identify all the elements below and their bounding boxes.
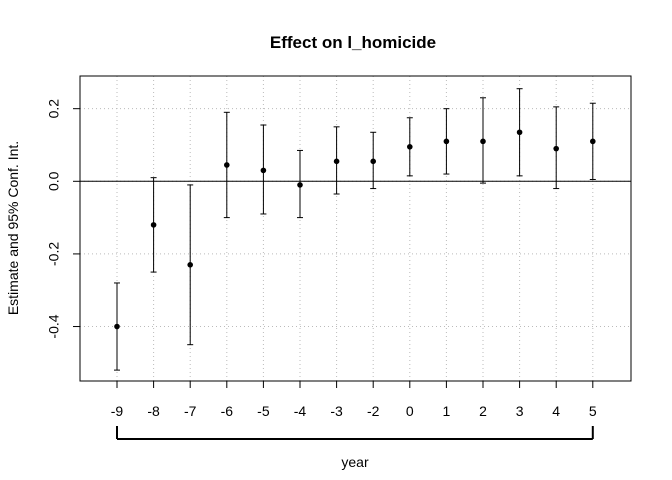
point-estimate (114, 323, 120, 330)
point-estimate (224, 162, 230, 168)
point-estimate (516, 129, 523, 136)
x-tick-label: 1 (443, 403, 451, 419)
x-tick-label: -2 (367, 403, 380, 419)
x-tick-label: 4 (552, 403, 560, 419)
point-estimate (443, 138, 450, 145)
point-estimate (407, 144, 413, 150)
grid (80, 76, 631, 381)
point-estimate (370, 158, 377, 165)
point-estimate (553, 145, 559, 152)
x-tick-label: -5 (257, 403, 270, 419)
x-tick-label: -3 (330, 403, 343, 419)
x-axis: -9 -8 -7 -6 -5 -4 -3 -2 0 1 2 3 4 5 (111, 381, 597, 440)
plot-frame (79, 75, 632, 382)
x-axis-label: year (341, 454, 369, 470)
y-tick-label: -0.2 (46, 242, 62, 266)
points (114, 129, 596, 330)
x-tick-label: 2 (479, 403, 487, 419)
point-estimate (150, 222, 157, 228)
error-bars (114, 88, 596, 371)
y-axis: -0.4 -0.2 0.0 0.2 (46, 99, 80, 339)
y-tick-label: -0.4 (46, 314, 62, 338)
x-tick-label: -9 (111, 403, 124, 419)
point-estimate (260, 167, 267, 174)
point-estimate (333, 158, 340, 165)
x-tick-label: -6 (221, 403, 234, 419)
y-tick-label: 0.0 (46, 171, 62, 191)
point-estimate (590, 138, 596, 145)
x-tick-label: 3 (516, 403, 524, 419)
x-tick-label: -4 (294, 403, 307, 419)
point-estimate (480, 138, 486, 145)
chart-title: Effect on l_homicide (270, 33, 436, 52)
x-tick-label: -8 (147, 403, 160, 419)
point-estimate (187, 262, 193, 268)
x-tick-label: -7 (184, 403, 197, 419)
point-estimate (297, 182, 303, 188)
y-tick-label: 0.2 (46, 99, 62, 119)
x-tick-label: 5 (589, 403, 597, 419)
x-tick-label: 0 (406, 403, 414, 419)
y-axis-label: Estimate and 95% Conf. Int. (5, 141, 21, 315)
